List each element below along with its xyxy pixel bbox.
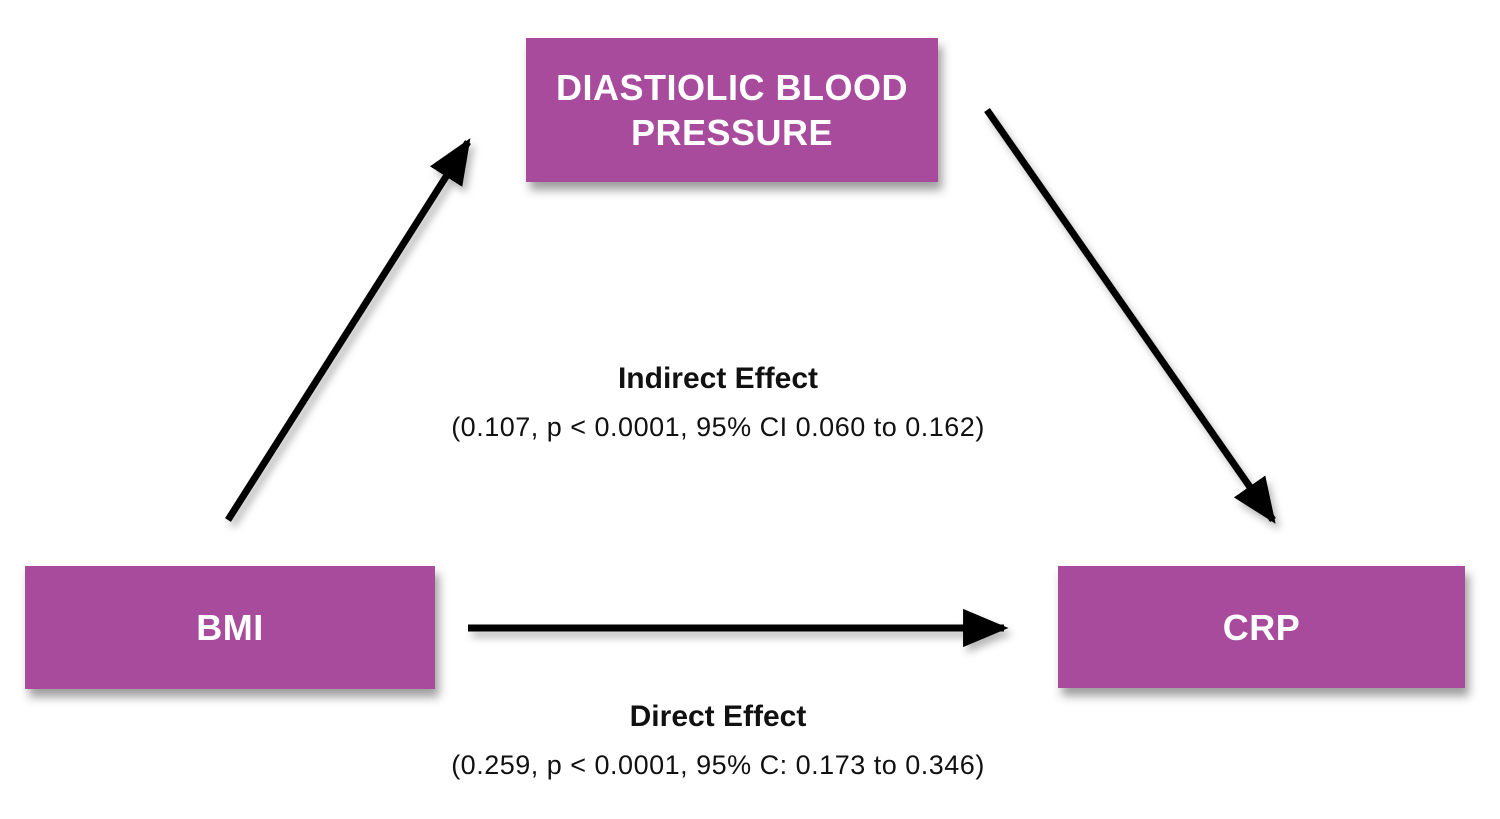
outcome-box-crp: CRP <box>1058 566 1465 688</box>
predictor-box-bmi: BMI <box>25 566 435 689</box>
direct-effect-title: Direct Effect <box>629 700 807 733</box>
dbp-to-crp-arrow <box>984 107 1276 524</box>
indirect-effect-title: Indirect Effect <box>617 362 819 395</box>
outcome-box-label: CRP <box>1222 606 1301 648</box>
direct-effect-label: Direct Effect (0.259, p < 0.0001, 95% C:… <box>418 700 1018 781</box>
mediator-box-label: DIASTIOLIC BLOOD PRESSURE <box>556 67 908 153</box>
indirect-effect-label: Indirect Effect (0.107, p < 0.0001, 95% … <box>418 362 1018 443</box>
indirect-effect-stats: (0.107, p < 0.0001, 95% CI 0.060 to 0.16… <box>451 412 985 442</box>
mediator-box-diastolic-blood-pressure: DIASTIOLIC BLOOD PRESSURE <box>526 38 938 182</box>
bmi-to-dbp-arrow <box>225 138 471 522</box>
direct-effect-stats: (0.259, p < 0.0001, 95% C: 0.173 to 0.34… <box>451 750 985 780</box>
predictor-box-label: BMI <box>196 607 264 648</box>
